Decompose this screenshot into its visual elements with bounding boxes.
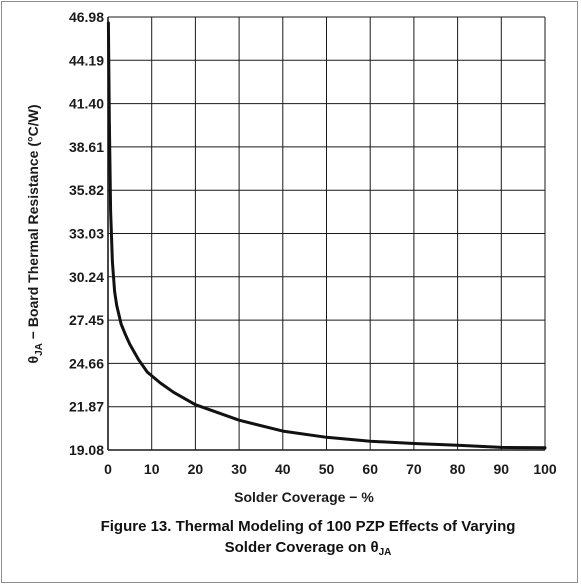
x-tick-label-2: 20 [188, 461, 204, 477]
thermal-resistance-chart: 19.08 21.87 24.66 27.45 30.24 33.03 35.82 38.61… [25, 9, 557, 505]
y-tick-label-4: 30.24 [69, 269, 104, 285]
y-tick-labels: 19.08 21.87 24.66 27.45 30.24 33.03 35.82 38.61… [69, 9, 104, 458]
x-tick-label-6: 60 [362, 461, 378, 477]
x-tick-label-8: 80 [450, 461, 466, 477]
x-tick-label-10: 100 [533, 461, 557, 477]
y-tick-label-6: 35.82 [69, 182, 104, 198]
caption-line-2: Solder Coverage on θJA [224, 539, 392, 558]
y-tick-label-3: 27.45 [69, 312, 104, 328]
grid [107, 16, 546, 451]
y-tick-label-2: 24.66 [69, 355, 104, 371]
caption-line-1: Figure 13. Thermal Modeling of 100 PZP E… [100, 518, 516, 535]
y-tick-label-10: 46.98 [69, 9, 104, 25]
x-tick-label-4: 40 [275, 461, 291, 477]
series-line-0 [106, 21, 547, 450]
figure-caption: Figure 13. Thermal Modeling of 100 PZP E… [40, 516, 576, 563]
y-tick-label-7: 38.61 [69, 139, 104, 155]
x-tick-label-0: 0 [104, 461, 112, 477]
x-tick-label-7: 70 [406, 461, 422, 477]
y-axis-label: θJA − Board Thermal Resistance (°C/W) [25, 105, 45, 364]
y-tick-label-1: 21.87 [69, 399, 104, 415]
x-tick-label-5: 50 [319, 461, 335, 477]
x-tick-labels: 0 10 20 30 40 50 60 70 80 90 100 [104, 461, 557, 477]
y-tick-label-9: 44.19 [69, 52, 104, 68]
series-group [106, 21, 547, 450]
x-axis-label: Solder Coverage − % [234, 489, 374, 505]
x-tick-label-1: 10 [144, 461, 160, 477]
x-tick-label-9: 90 [494, 461, 510, 477]
y-tick-label-0: 19.08 [69, 442, 104, 458]
y-tick-label-8: 41.40 [69, 96, 104, 112]
x-tick-label-3: 30 [231, 461, 247, 477]
y-tick-label-5: 33.03 [69, 226, 104, 242]
